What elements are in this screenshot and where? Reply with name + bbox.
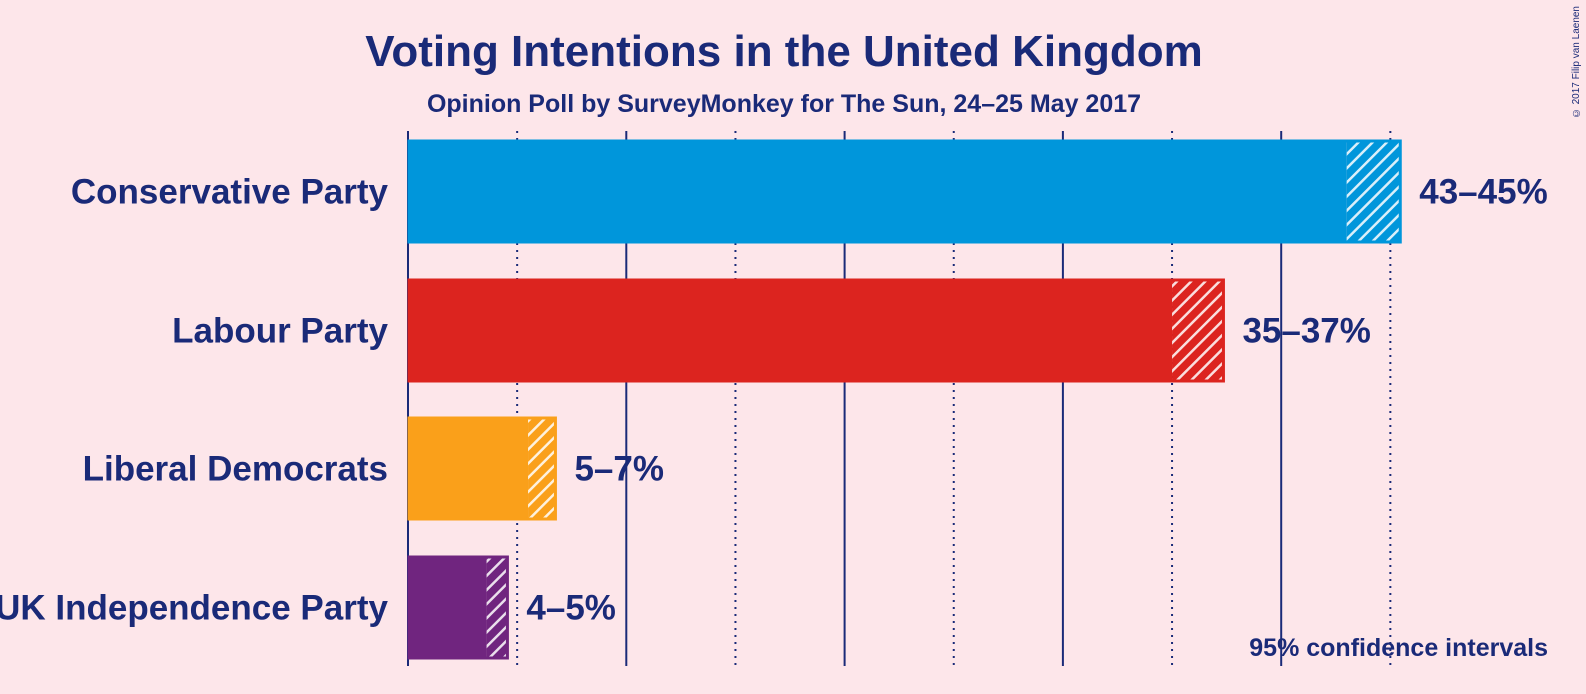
- category-label: UK Independence Party: [0, 589, 389, 628]
- bar: [408, 556, 487, 659]
- bar-outline: [407, 139, 1402, 244]
- copyright: © 2017 Filip van Laenen: [1571, 6, 1582, 119]
- bar-outline: [407, 555, 509, 660]
- ci-hatch: [1172, 279, 1225, 382]
- bar: [408, 279, 1173, 382]
- category-label: Liberal Democrats: [83, 450, 388, 489]
- bar-outline: [407, 278, 1225, 383]
- ci-hatch: [528, 417, 557, 520]
- bar-outline: [407, 416, 557, 521]
- value-label: 5–7%: [574, 450, 664, 489]
- bar: [408, 140, 1347, 243]
- value-label: 4–5%: [526, 589, 616, 628]
- chart-subtitle: Opinion Poll by SurveyMonkey for The Sun…: [427, 90, 1141, 118]
- category-label: Conservative Party: [71, 173, 389, 212]
- bars: Conservative Party 43–45% Labour Party 35–3…: [0, 139, 1548, 660]
- ci-hatch: [486, 556, 509, 659]
- bar-group: Liberal Democrats 5–7%: [83, 416, 664, 521]
- confidence-note: 95% confidence intervals: [1249, 634, 1548, 662]
- ci-hatch: [1346, 140, 1402, 243]
- value-label: 35–37%: [1242, 312, 1370, 351]
- chart-title: Voting Intentions in the United Kingdom: [365, 27, 1203, 76]
- category-label: Labour Party: [172, 312, 388, 351]
- bar-group: Conservative Party 43–45%: [71, 139, 1548, 244]
- value-label: 43–45%: [1419, 173, 1547, 212]
- bar: [408, 417, 529, 520]
- bar-group: UK Independence Party 4–5%: [0, 555, 616, 660]
- bar-group: Labour Party 35–37%: [172, 278, 1371, 383]
